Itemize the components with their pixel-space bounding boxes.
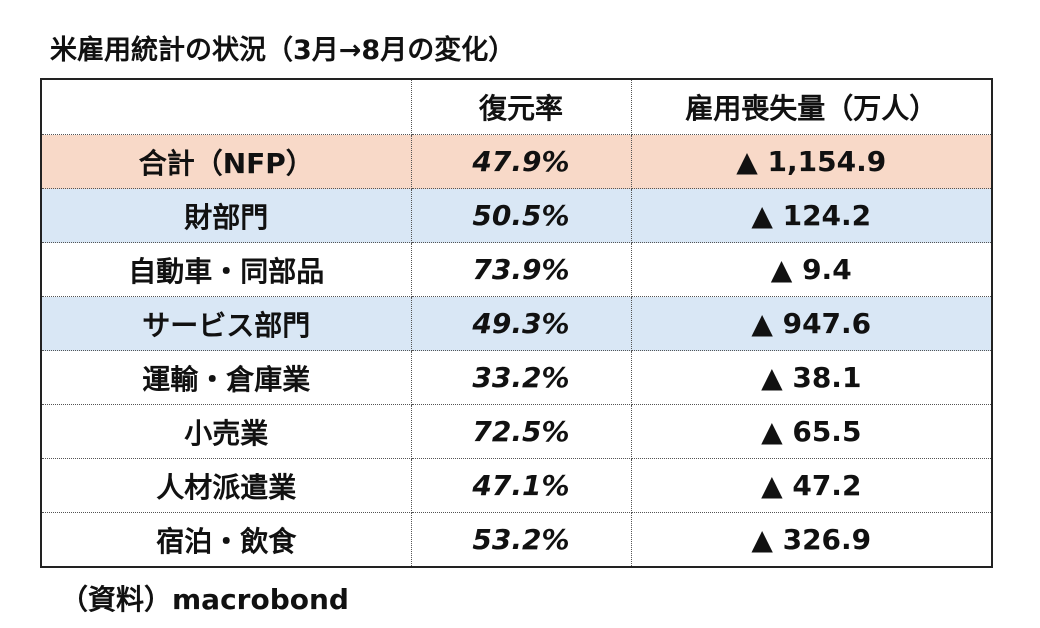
recovery-rate-value: 47.1% xyxy=(410,458,632,513)
table-row-goods: 財部門 50.5% ▲ 124.2 xyxy=(41,188,992,243)
recovery-rate-value: 73.9% xyxy=(410,242,632,297)
table-row-hospitality: 宿泊・飲食 53.2% ▲ 326.9 xyxy=(41,512,992,567)
page-title: 米雇用統計の状況（3月→8月の変化） xyxy=(50,35,516,66)
row-label: 宿泊・飲食 xyxy=(41,512,412,567)
recovery-rate-value: 53.2% xyxy=(410,512,632,567)
employment-stats-table: 復元率 雇用喪失量（万人） 合計（NFP） 47.9% ▲ 1,154.9 財部… xyxy=(40,78,993,568)
recovery-rate-value: 33.2% xyxy=(410,350,632,405)
table-row-staffing: 人材派遣業 47.1% ▲ 47.2 xyxy=(41,458,992,513)
table-row-transport: 運輸・倉庫業 33.2% ▲ 38.1 xyxy=(41,350,992,405)
row-label: 財部門 xyxy=(41,188,412,243)
table-row-auto: 自動車・同部品 73.9% ▲ 9.4 xyxy=(41,242,992,297)
table-row-total-nfp: 合計（NFP） 47.9% ▲ 1,154.9 xyxy=(41,134,992,189)
job-loss-value: ▲ 65.5 xyxy=(630,404,992,459)
table-header-row: 復元率 雇用喪失量（万人） xyxy=(41,79,992,135)
job-loss-value: ▲ 47.2 xyxy=(630,458,992,513)
header-job-loss: 雇用喪失量（万人） xyxy=(630,79,992,135)
row-label: 小売業 xyxy=(41,404,412,459)
row-label: サービス部門 xyxy=(41,296,412,351)
recovery-rate-value: 49.3% xyxy=(410,296,632,351)
header-category xyxy=(41,79,412,135)
row-label: 自動車・同部品 xyxy=(41,242,412,297)
table-row-retail: 小売業 72.5% ▲ 65.5 xyxy=(41,404,992,459)
header-recovery-rate: 復元率 xyxy=(410,79,632,135)
row-label: 人材派遣業 xyxy=(41,458,412,513)
job-loss-value: ▲ 124.2 xyxy=(630,188,992,243)
recovery-rate-value: 50.5% xyxy=(410,188,632,243)
recovery-rate-value: 47.9% xyxy=(410,134,632,189)
recovery-rate-value: 72.5% xyxy=(410,404,632,459)
row-label: 合計（NFP） xyxy=(41,134,412,189)
job-loss-value: ▲ 326.9 xyxy=(630,512,992,567)
job-loss-value: ▲ 9.4 xyxy=(630,242,992,297)
job-loss-value: ▲ 947.6 xyxy=(630,296,992,351)
table-row-services: サービス部門 49.3% ▲ 947.6 xyxy=(41,296,992,351)
job-loss-value: ▲ 1,154.9 xyxy=(630,134,992,189)
job-loss-value: ▲ 38.1 xyxy=(630,350,992,405)
source-note: （資料）macrobond xyxy=(60,583,349,616)
row-label: 運輸・倉庫業 xyxy=(41,350,412,405)
